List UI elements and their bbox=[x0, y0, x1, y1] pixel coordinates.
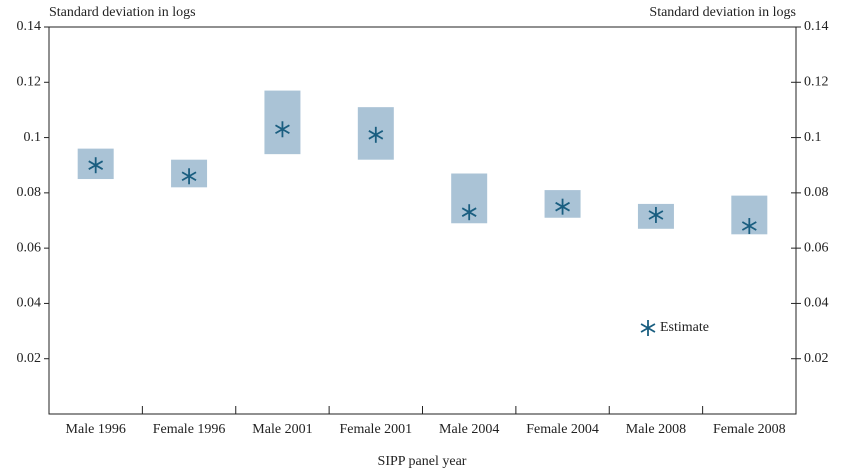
y-tick-label: 0.12 bbox=[17, 75, 42, 90]
y-tick-label: 0.02 bbox=[17, 351, 42, 366]
estimate-marker bbox=[555, 198, 570, 215]
x-tick-label: Female 2004 bbox=[526, 422, 599, 437]
y-tick-label: 0.06 bbox=[17, 240, 42, 255]
y2-tick-label: 0.04 bbox=[804, 296, 829, 311]
marker-stroke bbox=[461, 207, 477, 217]
y2-tick-label: 0.06 bbox=[804, 240, 829, 255]
estimate-marker bbox=[461, 204, 477, 221]
y2-tick-label: 0.14 bbox=[804, 19, 829, 34]
marker-stroke bbox=[181, 171, 197, 182]
marker-stroke bbox=[741, 221, 757, 231]
estimate-marker bbox=[368, 126, 384, 143]
x-axis-label: SIPP panel year bbox=[378, 454, 467, 469]
estimate-marker bbox=[88, 157, 104, 174]
y2-tick-label: 0.08 bbox=[804, 185, 829, 200]
y-tick-label: 0.08 bbox=[17, 185, 42, 200]
x-tick-label: Female 2008 bbox=[713, 422, 786, 437]
x-tick-label: Male 2004 bbox=[439, 422, 499, 437]
marker-stroke bbox=[368, 130, 384, 140]
marker-stroke bbox=[555, 201, 570, 212]
estimate-marker bbox=[275, 121, 290, 138]
y-tick-label: 0.1 bbox=[24, 130, 42, 145]
x-tick-label: Female 1996 bbox=[153, 422, 226, 437]
x-tick-label: Male 1996 bbox=[66, 422, 126, 437]
marker-stroke bbox=[275, 124, 290, 135]
y2-axis-label: Standard deviation in logs bbox=[649, 5, 796, 20]
marker-stroke bbox=[88, 160, 104, 170]
y-tick-label: 0.04 bbox=[17, 296, 42, 311]
y2-tick-label: 0.1 bbox=[804, 130, 822, 145]
estimate-marker bbox=[741, 218, 757, 235]
marker-stroke bbox=[648, 210, 664, 220]
y2-tick-label: 0.12 bbox=[804, 75, 829, 90]
plot-frame bbox=[48, 26, 797, 415]
x-tick-label: Male 2008 bbox=[626, 422, 686, 437]
legend-label: Estimate bbox=[660, 320, 709, 335]
y2-tick-label: 0.02 bbox=[804, 351, 829, 366]
y-tick-label: 0.14 bbox=[17, 19, 42, 34]
x-tick-label: Male 2001 bbox=[252, 422, 312, 437]
estimate-marker bbox=[648, 206, 664, 223]
x-tick-label: Female 2001 bbox=[339, 422, 412, 437]
marker-stroke bbox=[640, 323, 656, 333]
legend-marker bbox=[640, 320, 656, 336]
estimate-marker bbox=[181, 168, 197, 185]
y-axis-label: Standard deviation in logs bbox=[49, 5, 196, 20]
